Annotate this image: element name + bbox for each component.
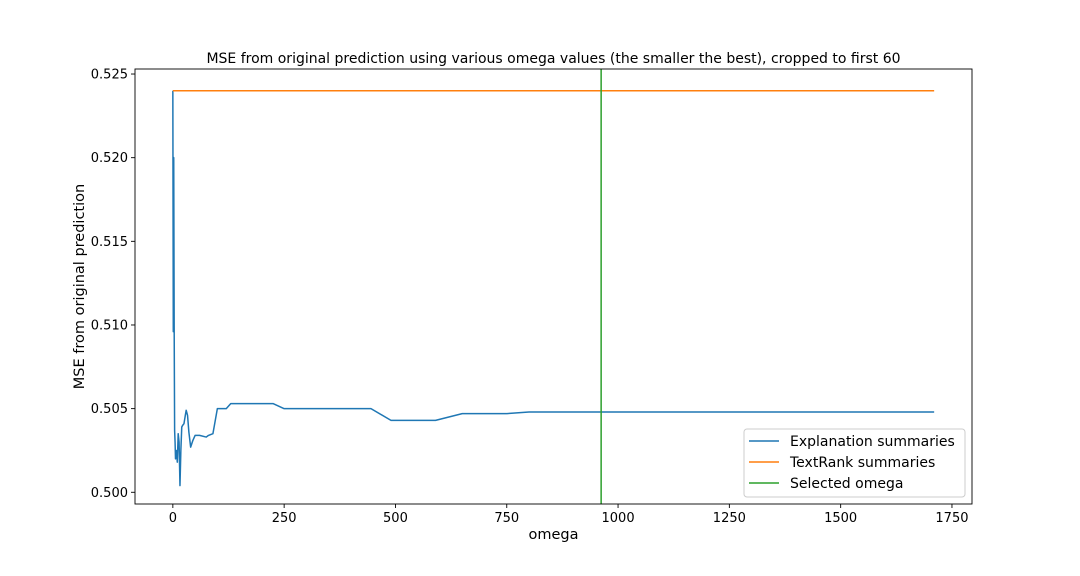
x-axis-label: omega bbox=[528, 527, 578, 543]
axes-frame bbox=[134, 68, 973, 505]
legend-label: Explanation summaries bbox=[790, 434, 955, 450]
y-axis-label: MSE from original prediction bbox=[72, 184, 88, 389]
y-axis-ticks: 0.500 0.505 0.510 0.515 0.520 0.525 bbox=[91, 68, 135, 501]
x-tick-label: 0 bbox=[169, 511, 177, 526]
x-tick-label: 1250 bbox=[713, 511, 746, 526]
y-tick-label: 0.525 bbox=[91, 68, 128, 83]
x-tick-label: 500 bbox=[383, 511, 408, 526]
y-tick-label: 0.510 bbox=[91, 318, 128, 333]
series-line-explanation-summaries bbox=[172, 90, 935, 487]
x-tick-label: 1750 bbox=[935, 511, 968, 526]
x-axis-ticks: 0 250 500 750 1000 1250 1500 1750 bbox=[169, 504, 969, 526]
legend: Explanation summaries TextRank summaries S… bbox=[743, 428, 966, 498]
y-tick-label: 0.520 bbox=[91, 151, 128, 166]
plot-area bbox=[172, 69, 935, 504]
y-tick-label: 0.515 bbox=[91, 235, 128, 250]
x-tick-label: 750 bbox=[494, 511, 519, 526]
x-tick-label: 1500 bbox=[824, 511, 857, 526]
legend-label: Selected omega bbox=[790, 476, 903, 492]
x-tick-label: 1000 bbox=[602, 511, 635, 526]
y-tick-label: 0.500 bbox=[91, 486, 128, 501]
x-tick-label: 250 bbox=[272, 511, 297, 526]
legend-label: TextRank summaries bbox=[789, 455, 935, 471]
y-tick-label: 0.505 bbox=[91, 402, 128, 417]
legend-box bbox=[743, 428, 966, 498]
chart-title: MSE from original prediction using vario… bbox=[206, 51, 900, 67]
